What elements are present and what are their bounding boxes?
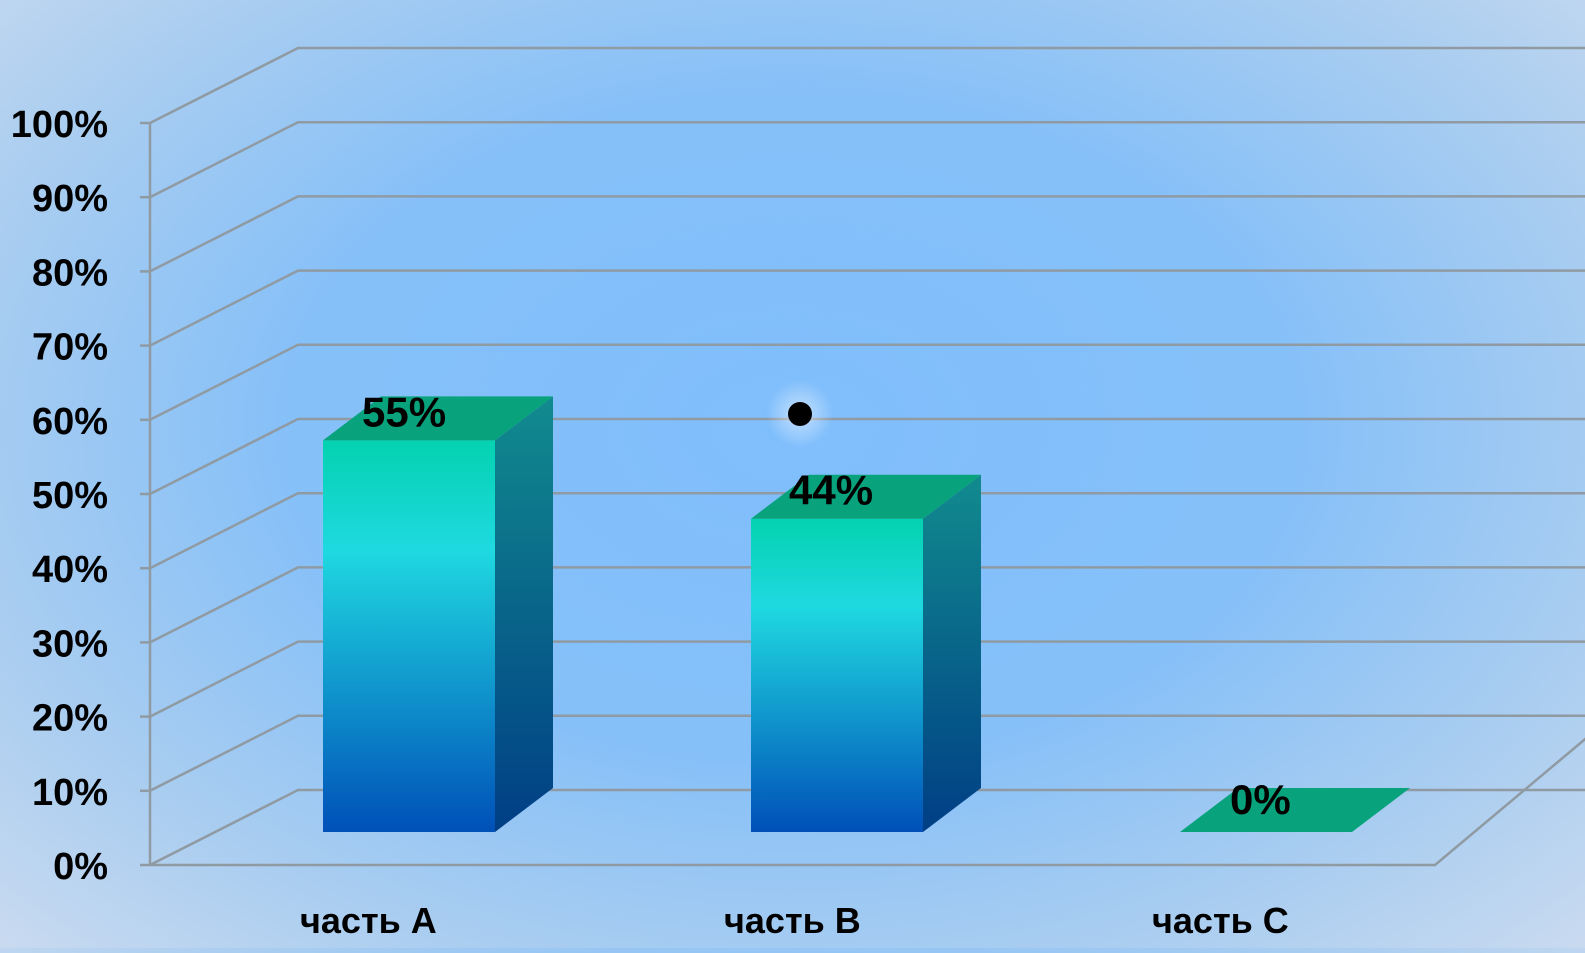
y-tick-label: 50% bbox=[32, 475, 108, 517]
bar-value-label: 44% bbox=[789, 467, 873, 514]
gridline bbox=[149, 491, 1585, 570]
gridline bbox=[149, 714, 1585, 792]
y-tick-label: 90% bbox=[32, 178, 108, 220]
gridline bbox=[149, 269, 1585, 347]
y-tick-label: 60% bbox=[32, 401, 108, 443]
y-tick-label: 80% bbox=[32, 252, 108, 294]
gridline bbox=[149, 120, 1585, 199]
x-axis: часть A часть B часть C bbox=[300, 900, 1289, 941]
bars: 55% 44% 0% bbox=[323, 388, 1410, 832]
x-category-label: часть A bbox=[300, 900, 437, 941]
y-tick-label: 0% bbox=[53, 846, 108, 888]
bar-front bbox=[323, 440, 495, 832]
bar-side bbox=[495, 396, 553, 832]
bar-top bbox=[323, 396, 553, 441]
y-tick-label: 70% bbox=[32, 327, 108, 369]
bar-top bbox=[1180, 788, 1410, 832]
bar-value-label: 0% bbox=[1230, 776, 1291, 823]
y-tick-label: 20% bbox=[32, 698, 108, 740]
floor-edge bbox=[150, 737, 1585, 867]
gridline bbox=[149, 46, 1585, 125]
bar-top bbox=[751, 474, 981, 519]
y-tick-label: 40% bbox=[32, 549, 108, 591]
gridline bbox=[149, 195, 1585, 273]
x-category-label: часть B bbox=[724, 900, 861, 941]
gridline bbox=[149, 566, 1585, 644]
x-category-label: часть C bbox=[1152, 900, 1289, 941]
y-axis: 0% 10% 20% 30% 40% 50% 60% 70% 80% 90% 100% bbox=[11, 104, 150, 888]
cursor-marker bbox=[766, 380, 834, 448]
bar-side bbox=[923, 474, 981, 832]
y-tick-label: 100% bbox=[11, 104, 108, 146]
gridline bbox=[149, 788, 1585, 867]
gridline bbox=[149, 417, 1585, 496]
y-tick-label: 30% bbox=[32, 623, 108, 665]
bar-front bbox=[751, 518, 923, 832]
y-tick-label: 10% bbox=[32, 772, 108, 814]
gridline bbox=[149, 343, 1585, 421]
gridline bbox=[149, 640, 1585, 718]
bar-value-label: 55% bbox=[362, 388, 446, 435]
